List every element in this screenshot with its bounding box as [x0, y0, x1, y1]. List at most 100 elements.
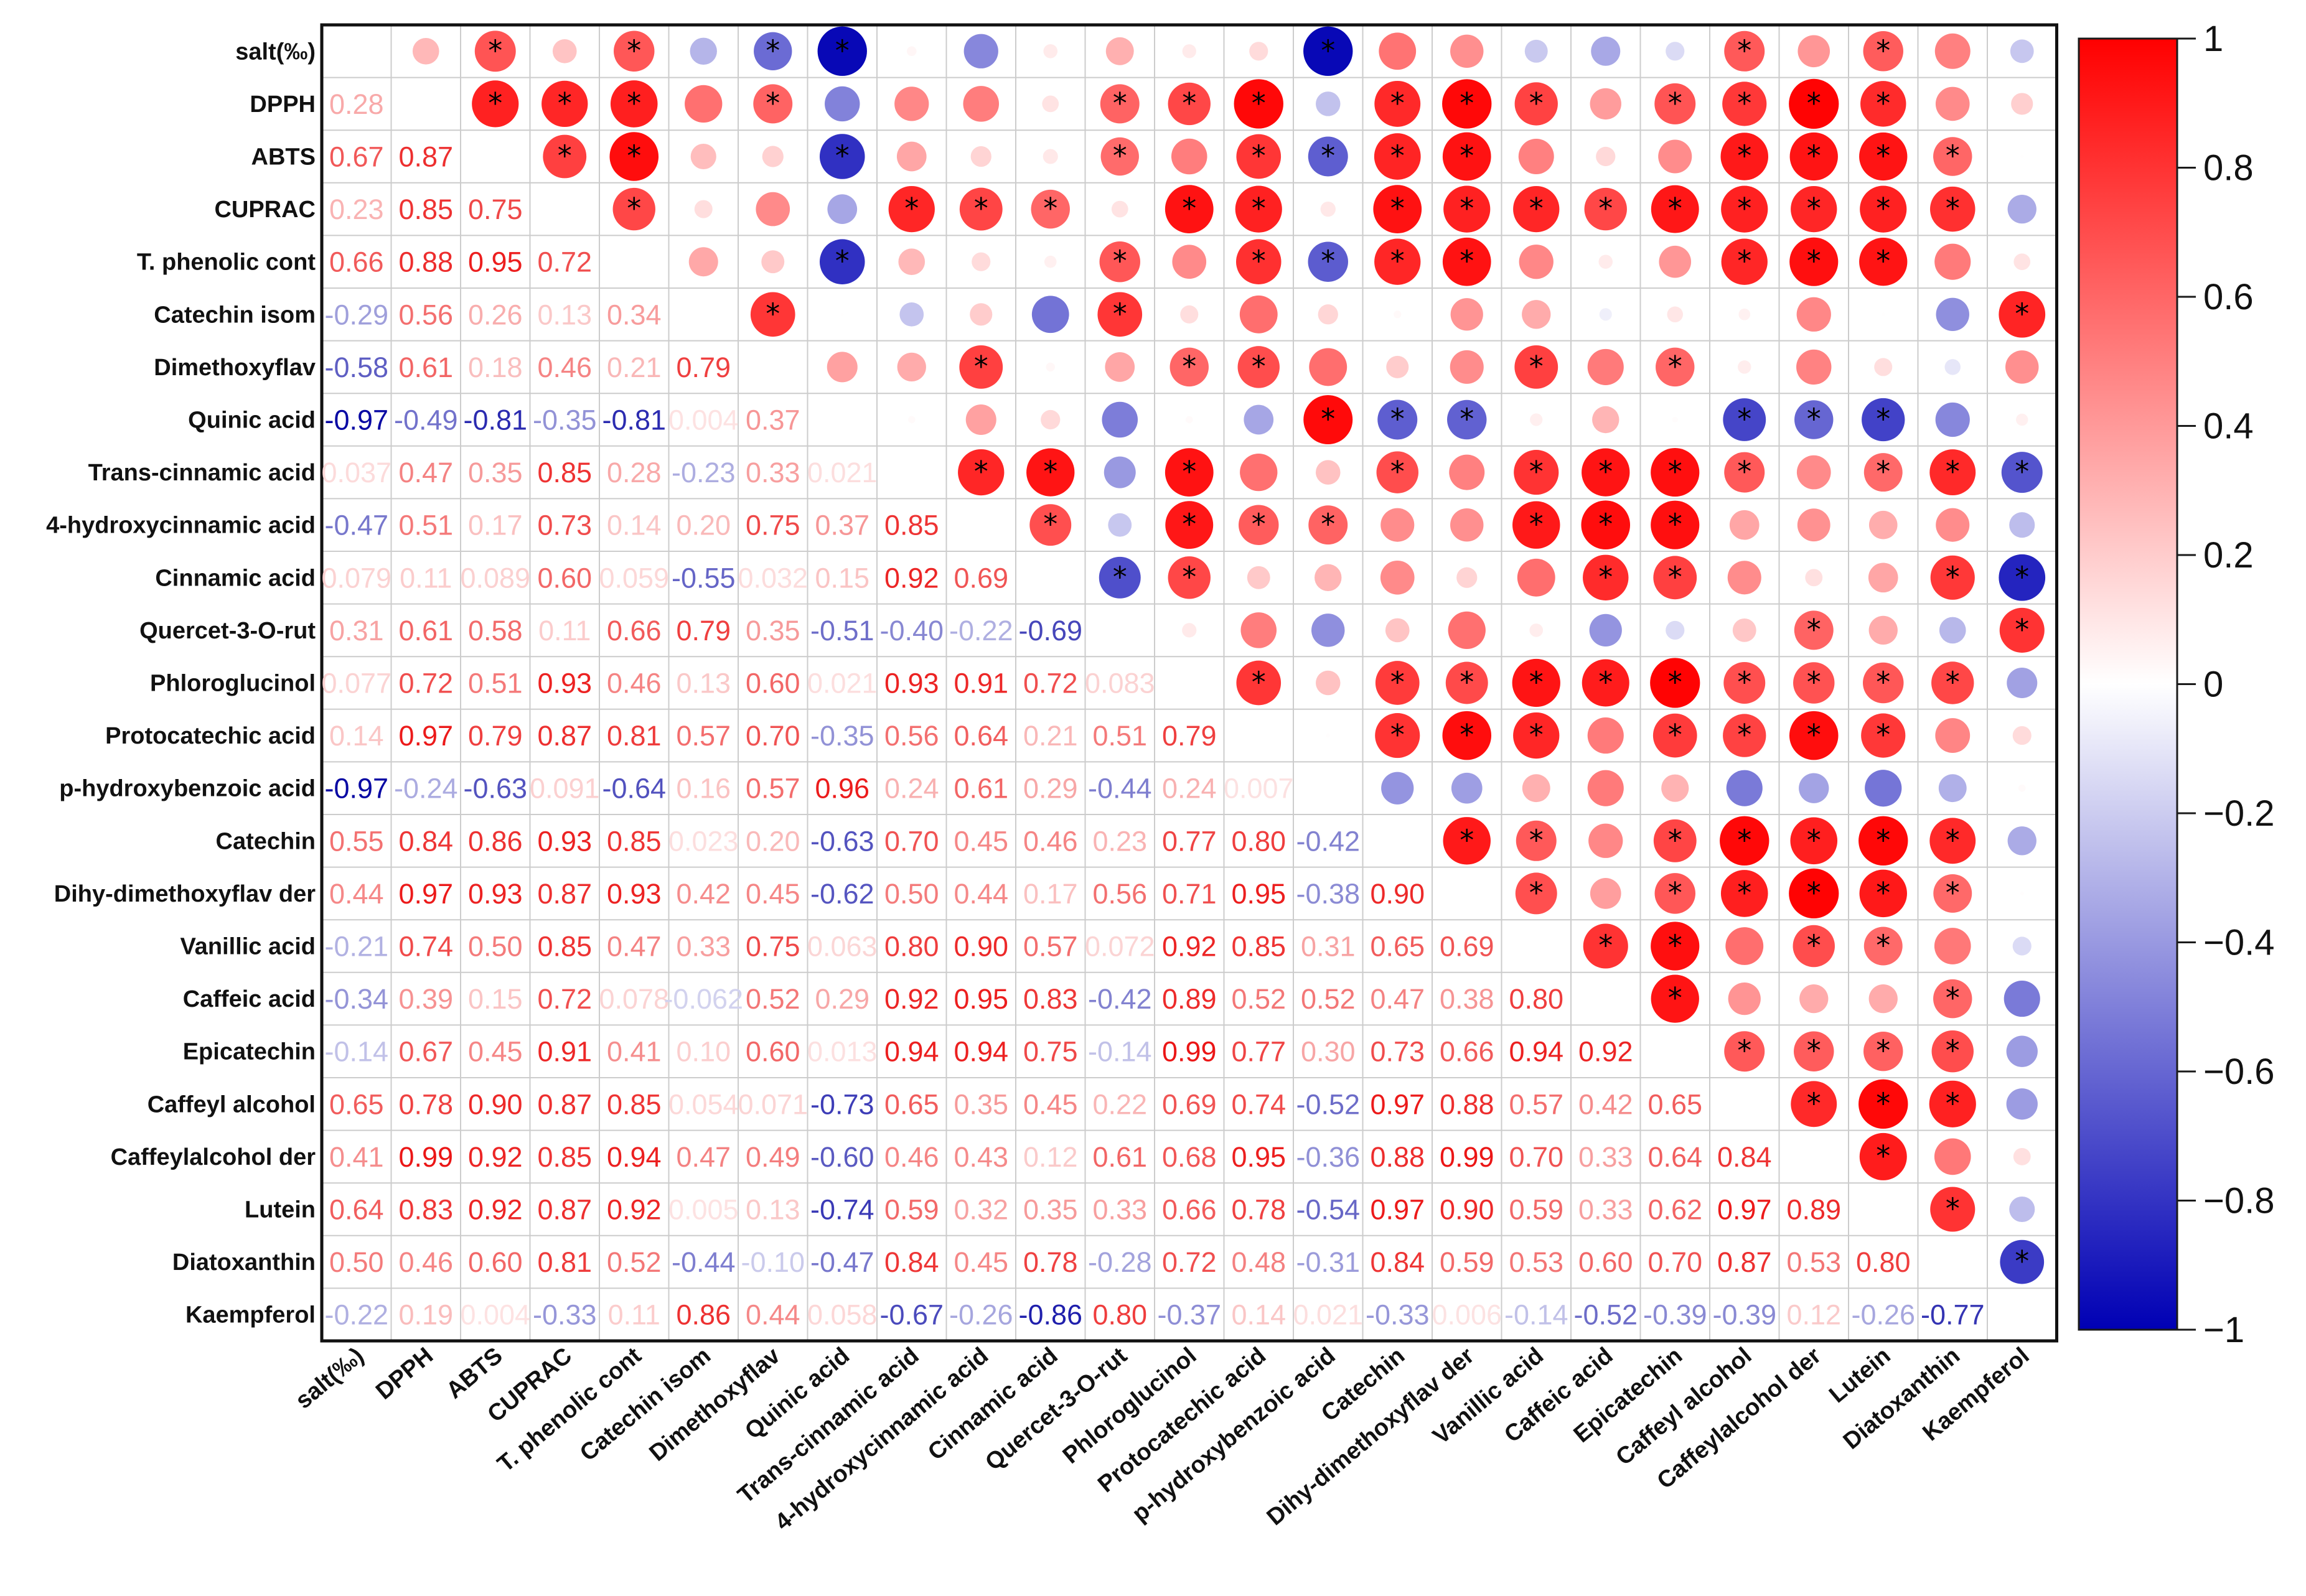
corr-circle-salt-permil-t-phenolic-cont [614, 30, 655, 72]
corr-circle-cuprac-t-phenolic-cont [612, 187, 655, 231]
significance-star: * [974, 455, 988, 488]
corr-value-lutein-cinnamic-acid: 0.35 [1023, 1194, 1078, 1226]
significance-star: * [766, 297, 780, 330]
corr-value-dimethoxyflav-salt-permil: -0.58 [324, 352, 388, 383]
corr-value-kaempferol-catechin-isom: 0.86 [676, 1299, 731, 1331]
significance-star: * [1460, 139, 1474, 173]
corr-circle-cinnamic-acid-p-hydroxybenzoic-acid [1315, 564, 1342, 592]
corr-circle-4-hydroxycinnamic-acid-quercet-3-o-rut [1108, 513, 1132, 537]
corr-circle-p-hydroxybenzoic-acid-epicatechin [1661, 774, 1689, 802]
corr-value-dihy-dimethoxyflav-der-dpph: 0.97 [398, 878, 453, 910]
significance-star: * [627, 86, 641, 120]
significance-star: * [1807, 929, 1821, 963]
corr-value-kaempferol-catechin: -0.33 [1366, 1299, 1430, 1331]
corr-value-caffeyl-alcohol-dpph: 0.78 [398, 1088, 453, 1120]
corr-circle-p-hydroxybenzoic-acid-diatoxanthin [1938, 774, 1967, 803]
corr-circle-4-hydroxycinnamic-acid-catechin [1380, 508, 1415, 542]
significance-star: * [1252, 86, 1266, 120]
corr-value-dihy-dimethoxyflav-der-quinic-acid: -0.62 [810, 878, 874, 910]
corr-circle-salt-permil-phloroglucinol [1182, 44, 1196, 58]
corr-circle-salt-permil-diatoxanthin [1934, 33, 1971, 69]
corr-circle-cinnamic-acid-phloroglucinol [1168, 556, 1211, 599]
significance-star: * [1946, 1034, 1960, 1068]
corr-value-lutein-epicatechin: 0.62 [1647, 1194, 1702, 1226]
corr-circle-cuprac-trans-cinnamic-acid [888, 185, 935, 233]
corr-circle-quinic-acid-vanillic-acid [1530, 413, 1543, 426]
corr-value-abts-salt-permil: 0.67 [329, 141, 384, 173]
corr-value-4-hydroxycinnamic-acid-cuprac: 0.73 [537, 510, 592, 541]
corr-circle-salt-permil-protocatechic-acid [1249, 42, 1268, 61]
corr-circle-t-phenolic-cont-caffeyl-alcohol [1721, 238, 1768, 285]
significance-star: * [1807, 823, 1821, 857]
corr-circle-caffeic-acid-kaempferol [2004, 981, 2040, 1017]
corr-circle-trans-cinnamic-acid-epicatechin [1651, 448, 1700, 497]
significance-star: * [1668, 455, 1682, 488]
corr-circle-4-hydroxycinnamic-acid-caffeic-acid [1581, 500, 1631, 549]
significance-star: * [1876, 823, 1890, 857]
significance-star: * [1043, 508, 1057, 541]
corr-circle-t-phenolic-cont-caffeylalcohol-der [1789, 237, 1839, 286]
significance-star: * [1668, 876, 1682, 910]
corr-circle-vanillic-acid-caffeic-acid [1583, 923, 1628, 969]
significance-stars: * * * * * * * * * * * * * * * * * * * * * * * * * * * * * * * * * * * * * * * *… [488, 34, 2029, 1278]
matrix-grid [320, 23, 2058, 1343]
corr-value-diatoxanthin-dimethoxyflav: -0.10 [741, 1246, 805, 1278]
corr-value-lutein-trans-cinnamic-acid: 0.59 [884, 1194, 939, 1226]
significance-star: * [2015, 1244, 2029, 1278]
significance-star: * [1182, 560, 1196, 594]
corr-value-p-hydroxybenzoic-acid-salt-permil: -0.97 [324, 773, 388, 805]
corr-value-lutein-protocatechic-acid: 0.78 [1231, 1194, 1286, 1226]
corr-value-caffeylalcohol-der-cuprac: 0.85 [537, 1141, 592, 1173]
corr-circle-trans-cinnamic-acid-4-hydroxycinnamic-acid [958, 449, 1005, 496]
corr-circle-abts-kaempferol [2020, 154, 2024, 159]
corr-value-4-hydroxycinnamic-acid-catechin-isom: 0.20 [676, 510, 731, 541]
corr-circle-abts-caffeic-acid [1596, 146, 1616, 167]
corr-value-caffeic-acid-quercet-3-o-rut: -0.42 [1088, 983, 1152, 1015]
corr-value-caffeylalcohol-der-t-phenolic-cont: 0.94 [607, 1141, 662, 1173]
corr-circle-salt-permil-dimethoxyflav [754, 32, 792, 70]
col-label-dpph: DPPH [371, 1343, 438, 1405]
significance-star: * [1737, 139, 1751, 173]
corr-circle-quinic-acid-p-hydroxybenzoic-acid [1303, 395, 1353, 444]
corr-circle-trans-cinnamic-acid-caffeylalcohol-der [1796, 455, 1831, 490]
corr-circle-t-phenolic-cont-cinnamic-acid [1044, 255, 1057, 268]
significance-star: * [1252, 350, 1266, 383]
corr-value-epicatechin-catechin: 0.73 [1370, 1036, 1425, 1068]
corr-value-cinnamic-acid-t-phenolic-cont: 0.059 [599, 562, 669, 594]
corr-value-p-hydroxybenzoic-acid-cinnamic-acid: 0.29 [1023, 773, 1078, 805]
significance-star: * [1807, 86, 1821, 120]
corr-value-kaempferol-t-phenolic-cont: 0.11 [608, 1299, 660, 1331]
corr-circle-catechin-caffeyl-alcohol [1720, 816, 1769, 866]
significance-star: * [1807, 718, 1821, 752]
corr-circle-salt-permil-abts [474, 30, 516, 72]
corr-circle-salt-permil-kaempferol [2010, 39, 2034, 63]
corr-circle-salt-permil-catechin-isom [690, 37, 717, 65]
corr-value-kaempferol-caffeylalcohol-der: 0.12 [1786, 1299, 1841, 1331]
corr-value-dihy-dimethoxyflav-der-protocatechic-acid: 0.95 [1231, 878, 1286, 910]
corr-circle-p-hydroxybenzoic-acid-catechin [1381, 772, 1414, 805]
col-label-salt-permil: salt(‰) [291, 1343, 369, 1414]
corr-value-diatoxanthin-catechin: 0.84 [1370, 1246, 1425, 1278]
significance-star: * [1182, 192, 1196, 225]
colorbar-tick-label: 0.8 [2203, 148, 2254, 189]
corr-circle-catechin-lutein [1858, 816, 1908, 866]
corr-value-dihy-dimethoxyflav-der-phloroglucinol: 0.71 [1162, 878, 1217, 910]
corr-circle-abts-diatoxanthin [1933, 137, 1972, 176]
row-label-dimethoxyflav: Dimethoxyflav [154, 355, 316, 381]
corr-value-quercet-3-o-rut-catechin-isom: 0.79 [676, 615, 731, 646]
corr-circle-catechin-isom-catechin [1394, 310, 1402, 319]
corr-circle-protocatechic-acid-epicatechin [1652, 713, 1697, 758]
corr-value-quinic-acid-abts: -0.81 [463, 404, 527, 436]
corr-circle-catechin-isom-vanillic-acid [1522, 300, 1551, 329]
corr-value-cinnamic-acid-dimethoxyflav: 0.032 [738, 562, 808, 594]
corr-circle-cuprac-caffeyl-alcohol [1721, 185, 1768, 233]
corr-value-kaempferol-quercet-3-o-rut: 0.80 [1092, 1299, 1147, 1331]
corr-value-lutein-quinic-acid: -0.74 [810, 1194, 874, 1226]
significance-star: * [1946, 1086, 1960, 1120]
corr-value-diatoxanthin-quercet-3-o-rut: -0.28 [1088, 1246, 1152, 1278]
corr-value-kaempferol-trans-cinnamic-acid: -0.67 [879, 1299, 944, 1331]
row-label-trans-cinnamic-acid: Trans-cinnamic acid [88, 460, 316, 486]
significance-star: * [1876, 1034, 1890, 1068]
significance-star: * [974, 350, 988, 383]
